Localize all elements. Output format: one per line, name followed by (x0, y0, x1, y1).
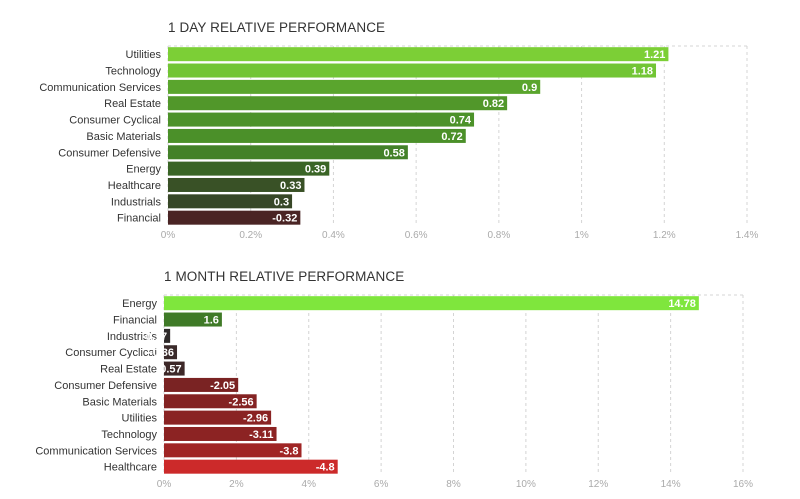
x-tick-label: 1.4% (736, 230, 759, 241)
x-tick-label: 0.6% (405, 230, 428, 241)
bar-financial[interactable] (168, 210, 301, 225)
bar-consumer-defensive[interactable] (164, 377, 239, 392)
bar-value-label: 0.74 (450, 115, 472, 127)
category-label: Real Estate (104, 98, 161, 110)
bar-value-label: 1.18 (632, 66, 653, 78)
bar-value-label: 0.58 (383, 147, 404, 159)
bar-industrials[interactable] (164, 328, 171, 343)
bar-value-label: -0.17 (142, 331, 167, 343)
category-label: Energy (122, 298, 157, 310)
bar-value-label: -3.11 (249, 429, 273, 441)
bar-healthcare[interactable] (168, 177, 305, 192)
category-label: Financial (117, 213, 161, 225)
bar-real-estate[interactable] (164, 361, 185, 376)
category-label: Healthcare (108, 180, 161, 192)
chart-title-1-month: 1 MONTH RELATIVE PERFORMANCE (164, 269, 405, 284)
x-tick-label: 2% (229, 479, 244, 490)
bar-financial[interactable] (164, 312, 222, 327)
bar-industrials[interactable] (168, 194, 293, 209)
bar-basic-materials[interactable] (164, 394, 257, 409)
x-tick-label: 1% (574, 230, 589, 241)
bar-value-label: 1.6 (204, 315, 219, 327)
bar-consumer-defensive[interactable] (168, 145, 408, 160)
bar-healthcare[interactable] (164, 459, 338, 474)
category-label: Real Estate (100, 364, 157, 376)
x-tick-label: 0.2% (239, 230, 262, 241)
bar-value-label: -2.56 (229, 396, 254, 408)
bar-value-label: -2.05 (210, 380, 235, 392)
x-tick-label: 14% (661, 479, 681, 490)
bar-energy[interactable] (168, 161, 330, 176)
bar-consumer-cyclical[interactable] (164, 345, 178, 360)
category-label: Communication Services (35, 445, 157, 457)
category-label: Consumer Cyclical (65, 347, 157, 359)
bar-value-label: 14.78 (668, 298, 696, 310)
bar-value-label: 0.72 (441, 131, 462, 143)
bar-technology[interactable] (164, 426, 277, 441)
bar-value-label: -4.8 (316, 462, 335, 474)
x-tick-label: 12% (588, 479, 608, 490)
x-tick-label: 0.4% (322, 230, 345, 241)
bar-utilities[interactable] (168, 47, 669, 62)
category-label: Consumer Cyclical (69, 115, 161, 127)
bar-value-label: 0.9 (522, 82, 537, 94)
category-label: Technology (105, 66, 161, 78)
bar-value-label: 1.21 (644, 49, 665, 61)
bar-value-label: 0.3 (274, 196, 289, 208)
bar-basic-materials[interactable] (168, 128, 466, 143)
bar-communication-services[interactable] (164, 443, 302, 458)
category-label: Utilities (122, 413, 158, 425)
x-tick-label: 0.8% (487, 230, 510, 241)
bar-value-label: -0.36 (149, 347, 174, 359)
bar-energy[interactable] (164, 296, 699, 311)
category-label: Basic Materials (86, 131, 161, 143)
bar-technology[interactable] (168, 63, 657, 78)
bar-value-label: -2.96 (243, 413, 268, 425)
category-label: Industrials (107, 331, 158, 343)
bar-consumer-cyclical[interactable] (168, 112, 475, 127)
bar-value-label: 0.39 (305, 164, 326, 176)
x-tick-label: 16% (733, 479, 753, 490)
bar-value-label: 0.33 (280, 180, 301, 192)
x-tick-label: 0% (161, 230, 176, 241)
x-tick-label: 6% (374, 479, 389, 490)
category-label: Technology (101, 429, 157, 441)
x-tick-label: 1.2% (653, 230, 676, 241)
chart-1-day-relative-performance: 0% 0.2% 0.4% 0.6% 0.8% 1% 1.2% 1.4% Utilities 1.2… (39, 45, 759, 241)
category-label: Utilities (126, 49, 162, 61)
bar-value-label: -0.32 (272, 213, 297, 225)
x-tick-label: 8% (446, 479, 461, 490)
x-tick-label: 4% (302, 479, 317, 490)
category-label: Consumer Defensive (58, 147, 161, 159)
bar-real-estate[interactable] (168, 96, 508, 111)
chart-title-1-day: 1 DAY RELATIVE PERFORMANCE (168, 20, 386, 35)
category-label: Communication Services (39, 82, 161, 94)
bar-value-label: -3.8 (280, 445, 299, 457)
bar-value-label: -0.57 (157, 364, 182, 376)
category-label: Basic Materials (82, 396, 157, 408)
bar-utilities[interactable] (164, 410, 272, 425)
category-label: Industrials (111, 196, 162, 208)
category-label: Consumer Defensive (54, 380, 157, 392)
category-label: Financial (113, 315, 157, 327)
category-label: Healthcare (104, 462, 157, 474)
x-tick-label: 0% (157, 479, 172, 490)
bar-value-label: 0.82 (483, 98, 504, 110)
bar-communication-services[interactable] (168, 79, 541, 94)
category-label: Energy (126, 164, 161, 176)
x-tick-label: 10% (516, 479, 536, 490)
